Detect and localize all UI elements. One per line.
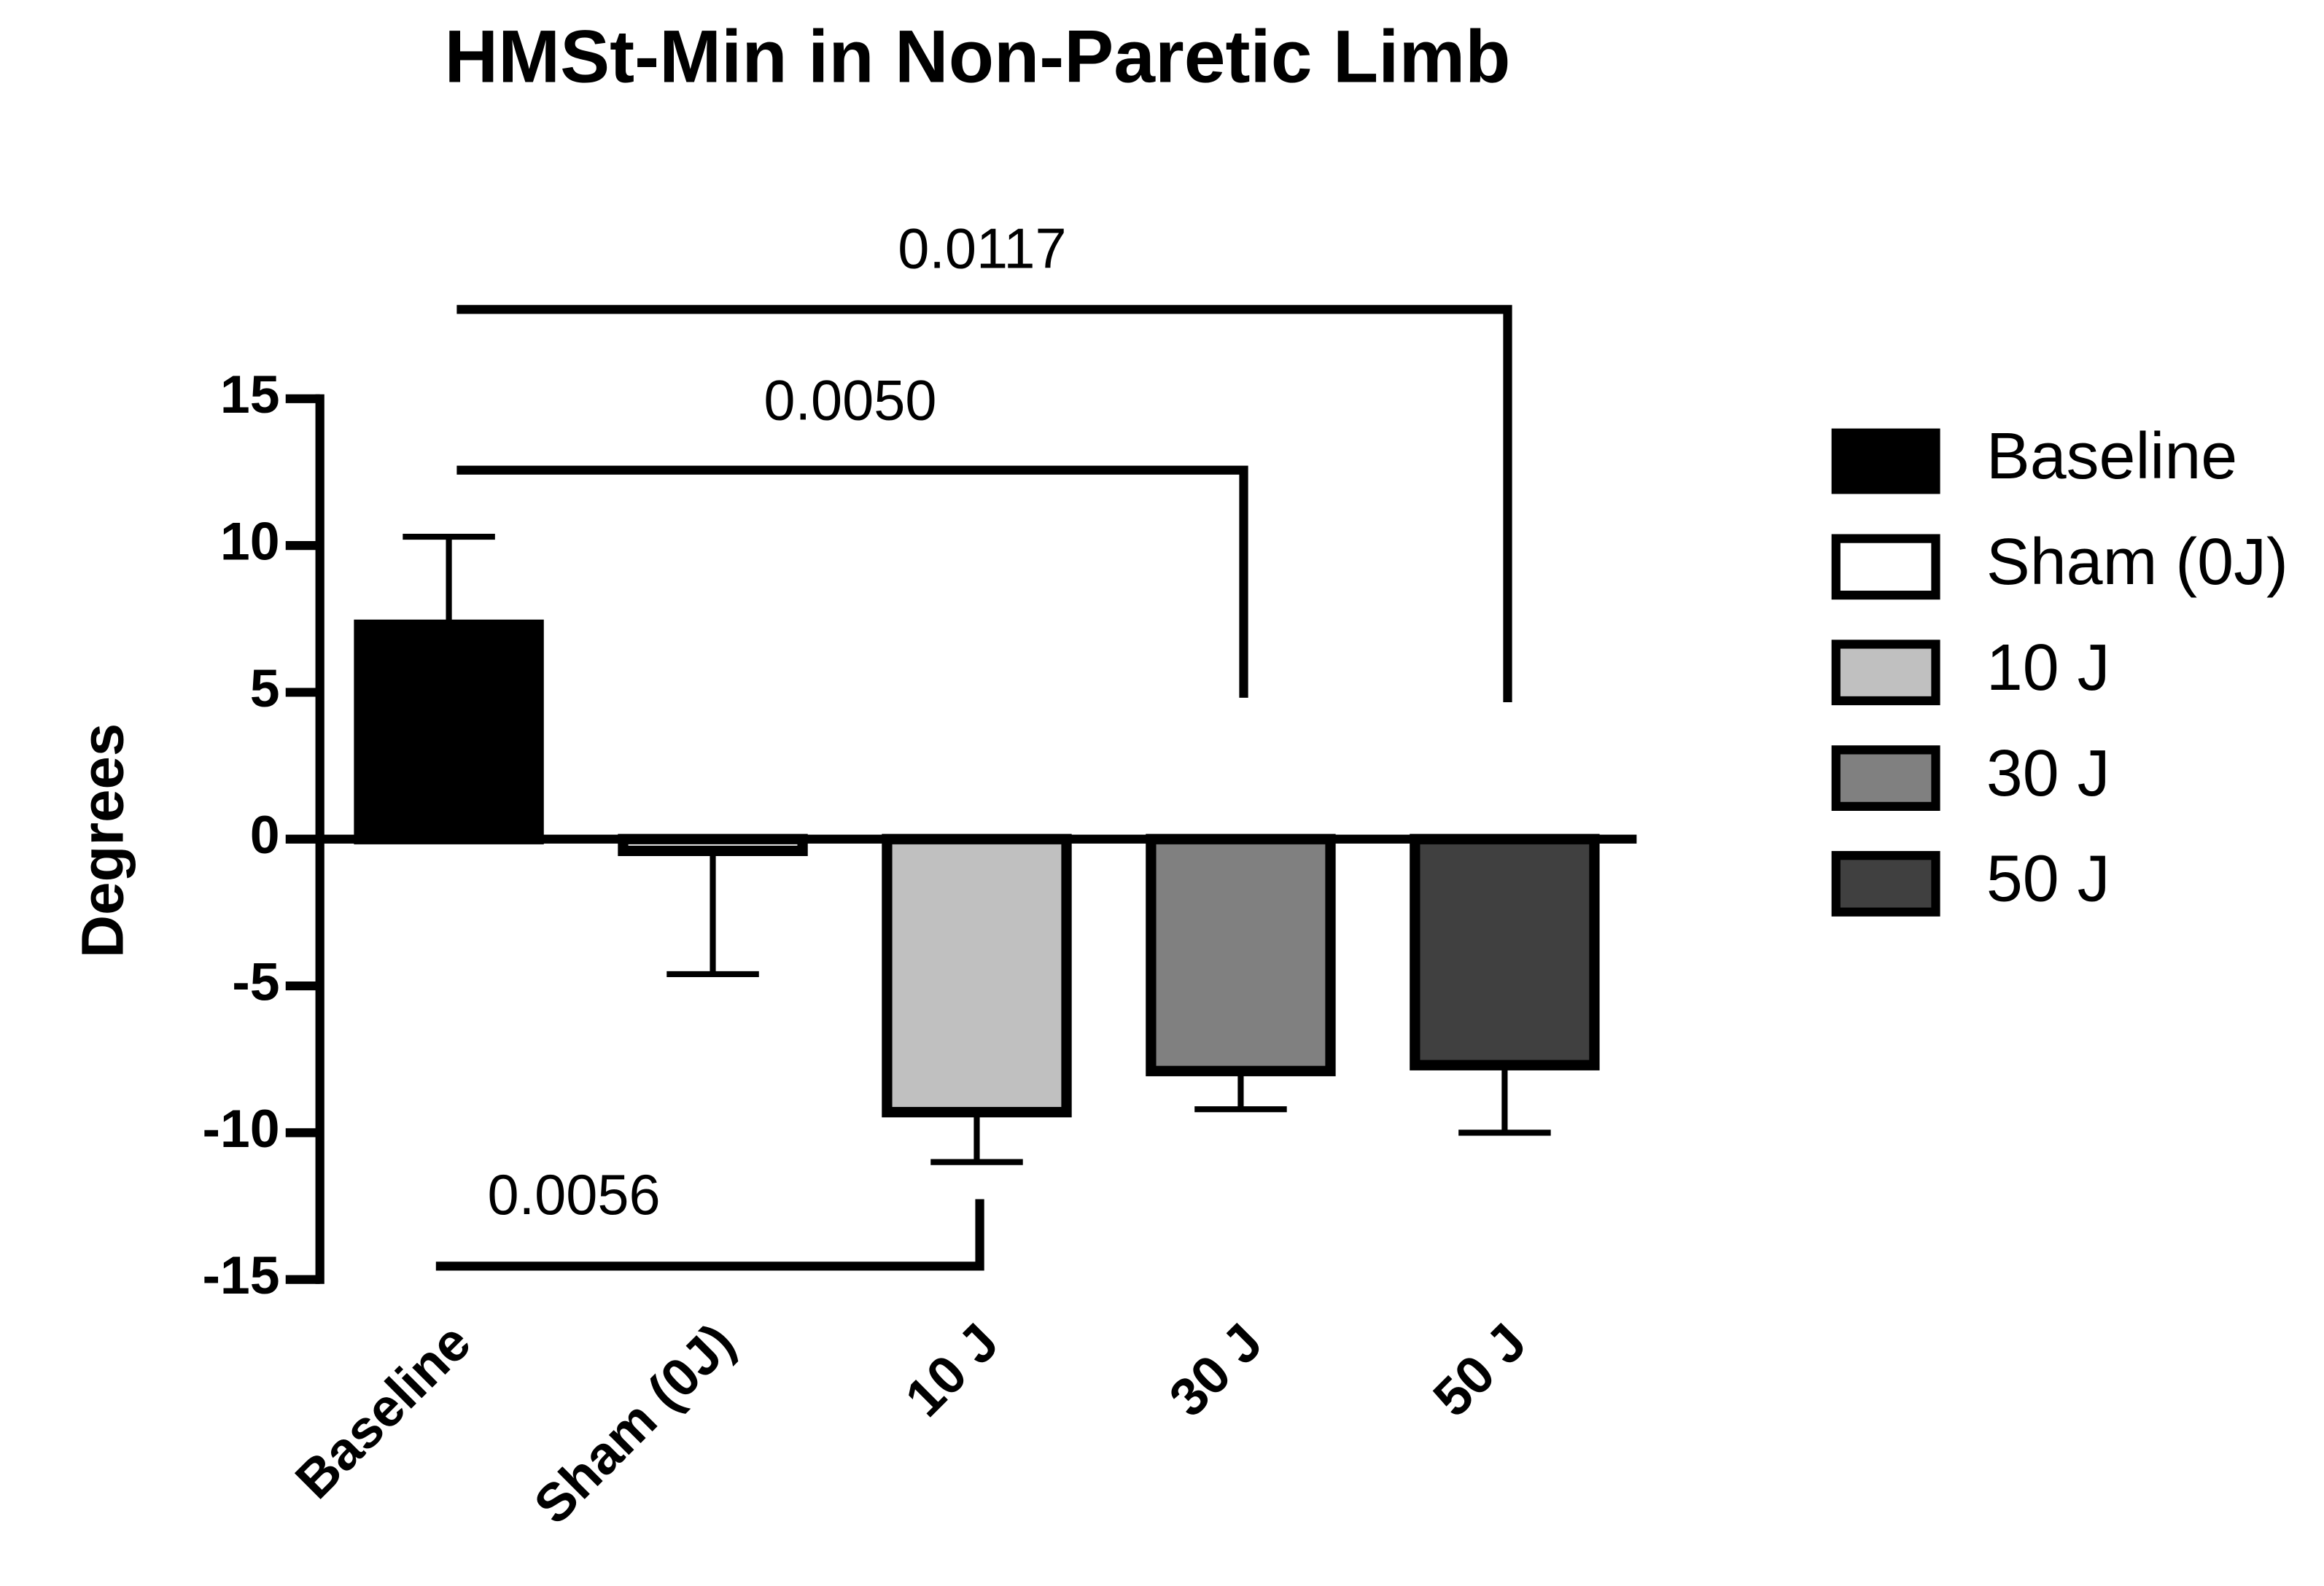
bar — [1146, 833, 1336, 1076]
legend-label: 30 J — [1986, 737, 2110, 810]
legend-label: Baseline — [1986, 420, 2237, 493]
y-tick-label: 10 — [220, 512, 280, 572]
bar — [354, 619, 544, 844]
significance-bracket — [456, 305, 1512, 703]
significance-label: 0.0050 — [763, 369, 936, 432]
x-tick-label: 30 J — [1158, 1312, 1274, 1428]
y-tick-label: -15 — [202, 1245, 279, 1305]
bar — [1410, 833, 1600, 1070]
legend-swatch — [1831, 851, 1940, 917]
x-tick-label: Sham (0J) — [523, 1312, 746, 1535]
y-tick-label: 5 — [250, 658, 280, 718]
significance-label: 0.0117 — [898, 217, 1066, 280]
y-tick-label: 0 — [250, 805, 280, 865]
y-tick-label: 15 — [220, 365, 280, 424]
legend-swatch — [1831, 745, 1940, 811]
significance-bracket — [435, 1199, 984, 1271]
bar — [882, 833, 1072, 1118]
y-tick-label: -5 — [232, 952, 279, 1011]
x-tick-label: Baseline — [284, 1312, 482, 1510]
y-axis-label: Degrees — [69, 723, 136, 958]
legend-swatch — [1831, 534, 1940, 600]
significance-label: 0.0056 — [488, 1164, 661, 1227]
chart-title: HMSt-Min in Non-Paretic Limb — [445, 15, 1511, 98]
legend-label: Sham (0J) — [1986, 526, 2288, 599]
x-tick-label: 50 J — [1422, 1312, 1538, 1428]
y-tick-label: -10 — [202, 1099, 279, 1159]
x-tick-label: 10 J — [894, 1312, 1010, 1428]
legend-swatch — [1831, 428, 1940, 494]
legend-swatch — [1831, 640, 1940, 706]
legend-label: 10 J — [1986, 631, 2110, 704]
significance-bracket — [456, 465, 1248, 698]
legend-label: 50 J — [1986, 843, 2110, 916]
